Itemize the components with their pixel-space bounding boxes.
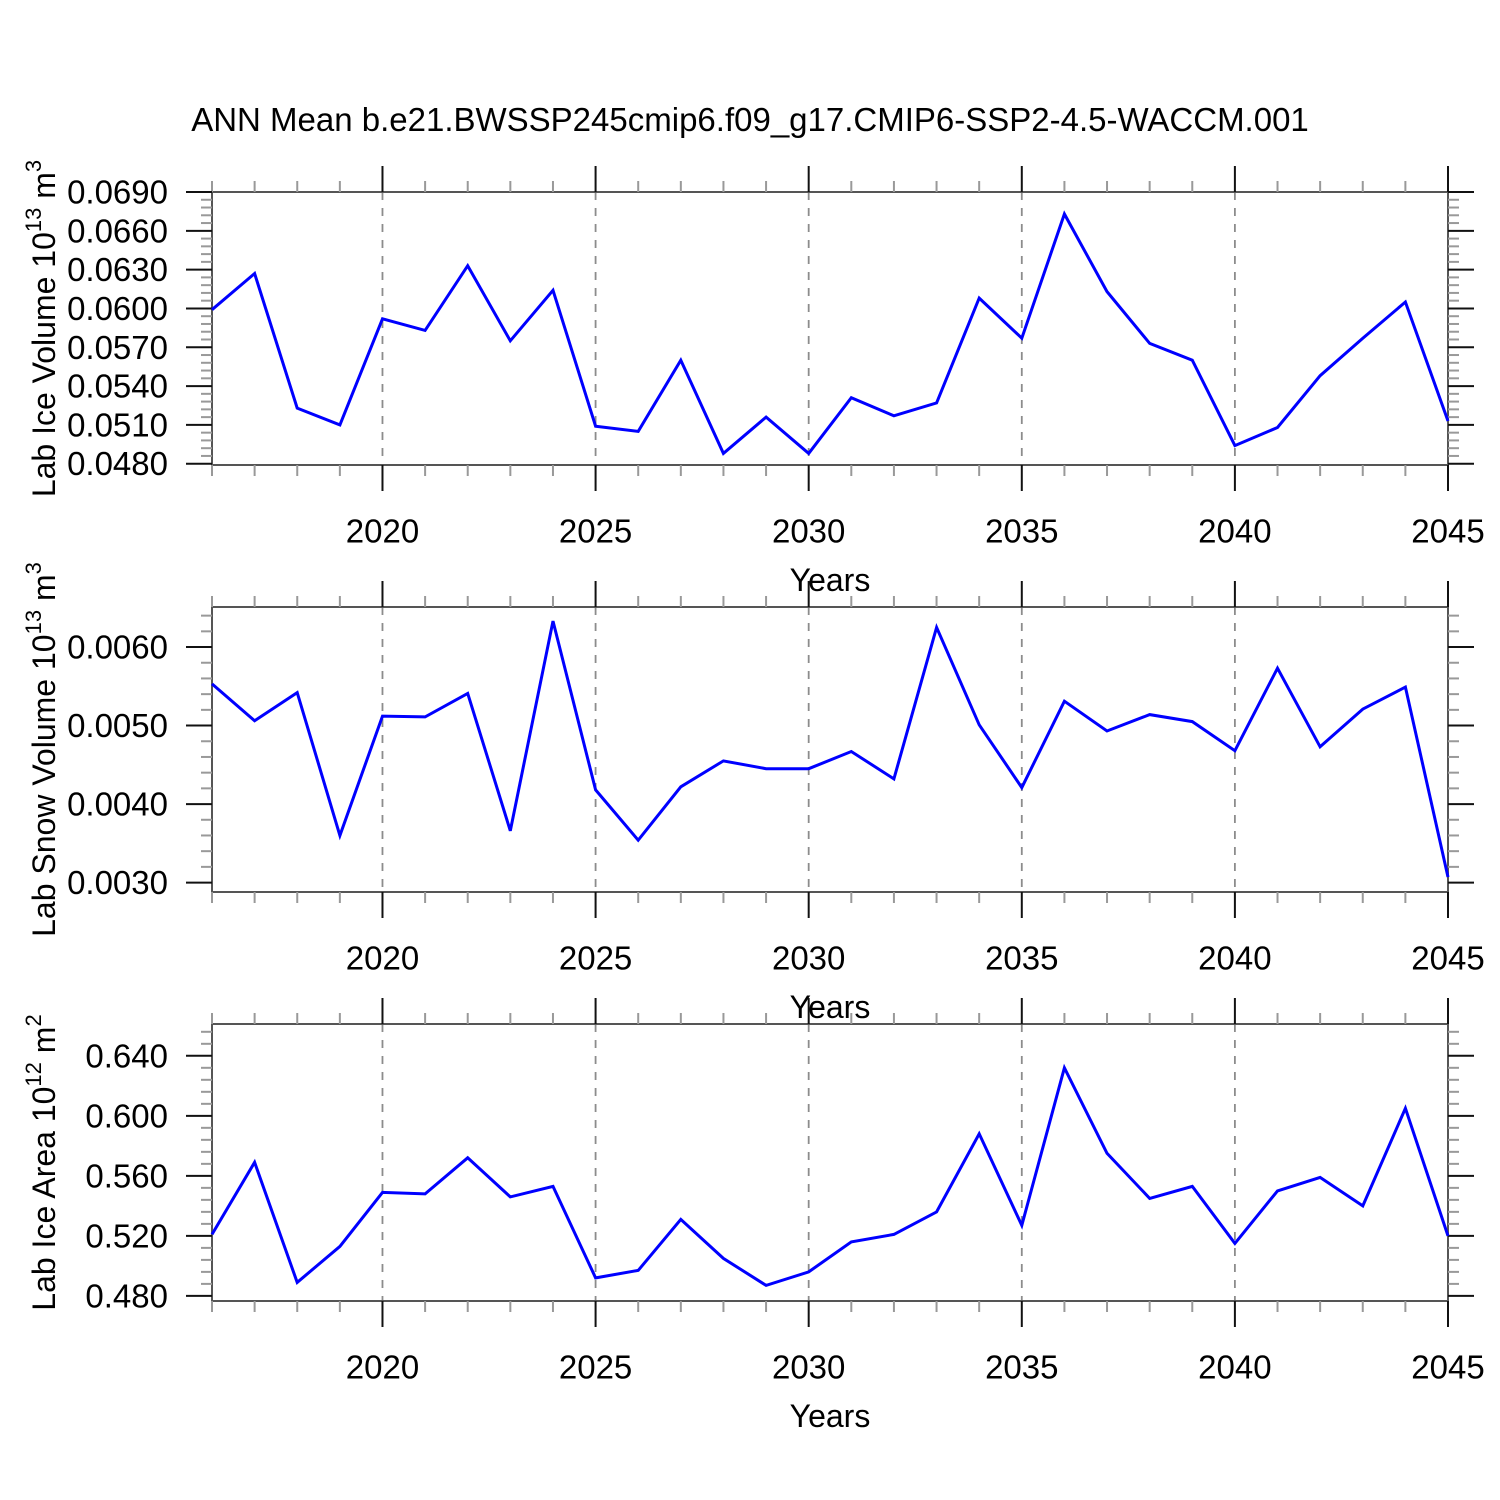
y-tick-label: 0.600 bbox=[85, 1097, 168, 1134]
x-axis-title: Years bbox=[790, 989, 871, 1025]
x-tick-label: 2040 bbox=[1198, 940, 1271, 977]
x-tick-label: 2035 bbox=[985, 1349, 1058, 1386]
y-tick-label: 0.0690 bbox=[67, 174, 168, 211]
lab-ice-volume-line bbox=[211, 210, 1450, 456]
x-tick-label: 2030 bbox=[772, 1349, 845, 1386]
x-tick-label: 2035 bbox=[985, 940, 1058, 977]
y-axis-title: Lab Ice Volume 1013 m3 bbox=[21, 160, 63, 497]
x-axis-title: Years bbox=[790, 1398, 871, 1434]
y-tick-label: 0.520 bbox=[85, 1217, 168, 1254]
panel-lab-snow-volume: 2020 2025 2030 2035 2040 2045 Years 0.0030 0.004… bbox=[21, 562, 1485, 1025]
y-tick-label: 0.0630 bbox=[67, 251, 168, 288]
x-tick-label: 2035 bbox=[985, 513, 1058, 550]
y-tick-label: 0.480 bbox=[85, 1277, 168, 1314]
x-tick-label: 2020 bbox=[346, 513, 419, 550]
y-tick-label: 0.0480 bbox=[67, 445, 168, 482]
y-axis-title: Lab Snow Volume 1013 m3 bbox=[21, 562, 63, 937]
y-tick-label: 0.0050 bbox=[67, 707, 168, 744]
y-tick-label: 0.560 bbox=[85, 1157, 168, 1194]
x-tick-label: 2020 bbox=[346, 940, 419, 977]
x-tick-label: 2025 bbox=[559, 940, 632, 977]
x-tick-label: 2020 bbox=[346, 1349, 419, 1386]
x-tick-label: 2025 bbox=[559, 1349, 632, 1386]
y-tick-label: 0.0660 bbox=[67, 212, 168, 249]
y-axis-title: Lab Ice Area 1012 m2 bbox=[21, 1014, 63, 1310]
x-tick-label: 2040 bbox=[1198, 513, 1271, 550]
y-tick-label: 0.640 bbox=[85, 1037, 168, 1074]
lab-ice-area-line bbox=[210, 1063, 1450, 1288]
x-axis-title: Years bbox=[790, 562, 871, 598]
x-tick-label: 2025 bbox=[559, 513, 632, 550]
x-tick-label: 2045 bbox=[1411, 1349, 1484, 1386]
y-tick-label: 0.0570 bbox=[67, 329, 168, 366]
y-tick-label: 0.0540 bbox=[67, 368, 168, 405]
x-tick-label: 2030 bbox=[772, 513, 845, 550]
y-tick-label: 0.0030 bbox=[67, 864, 168, 901]
plot-frame bbox=[211, 1023, 1449, 1302]
y-tick-label: 0.0040 bbox=[67, 786, 168, 823]
x-tick-label: 2045 bbox=[1411, 940, 1484, 977]
x-tick-label: 2030 bbox=[772, 940, 845, 977]
lab-snow-volume-line bbox=[211, 620, 1450, 878]
plot-frame bbox=[211, 191, 1449, 466]
y-tick-label: 0.0060 bbox=[67, 629, 168, 666]
x-tick-label: 2045 bbox=[1411, 513, 1484, 550]
chart-title: ANN Mean b.e21.BWSSP245cmip6.f09_g17.CMI… bbox=[191, 101, 1309, 138]
y-tick-label: 0.0510 bbox=[67, 406, 168, 443]
plot-frame bbox=[211, 606, 1449, 893]
panel-lab-ice-volume: 2020 2025 2030 2035 2040 2045 Years 0.04800.051… bbox=[21, 160, 1485, 598]
y-tick-label: 0.0600 bbox=[67, 290, 168, 327]
x-tick-label: 2040 bbox=[1198, 1349, 1271, 1386]
panel-lab-ice-area: 2020 2025 2030 2035 2040 2045 Years 0.480 0.520 0… bbox=[21, 998, 1485, 1434]
